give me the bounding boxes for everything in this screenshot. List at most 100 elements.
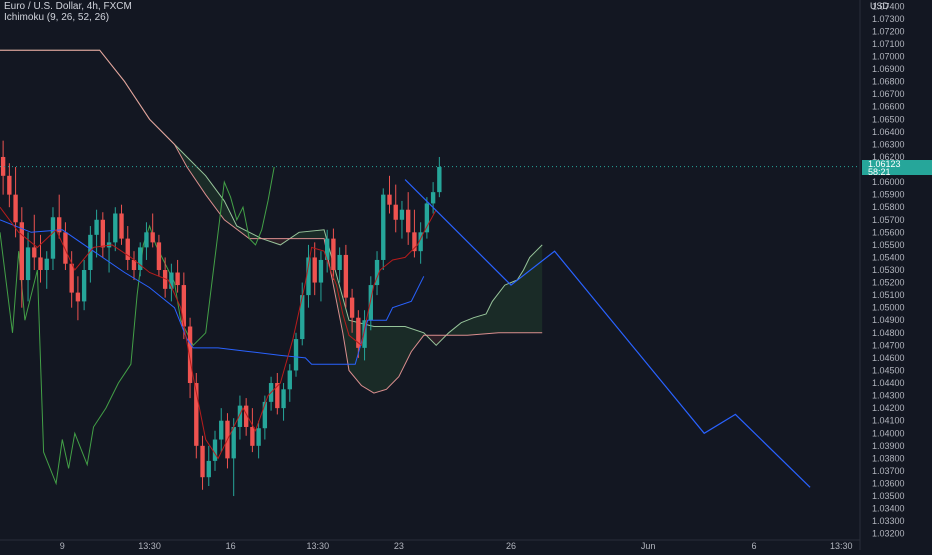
candle-body bbox=[57, 217, 62, 233]
candle-body bbox=[0, 156, 6, 176]
lagging-span bbox=[0, 166, 275, 486]
price-tick-label: 1.03400 bbox=[872, 504, 905, 514]
price-tick-label: 1.06400 bbox=[872, 127, 905, 137]
candle-body bbox=[175, 272, 180, 286]
candle-body bbox=[212, 439, 218, 461]
candle-body bbox=[19, 222, 24, 281]
candle-body bbox=[237, 405, 243, 427]
candle-body bbox=[131, 259, 137, 270]
cloud-fill-bullish bbox=[447, 244, 543, 336]
time-tick-label: 23 bbox=[394, 541, 404, 550]
candle-body bbox=[399, 209, 405, 220]
price-tick-label: 1.04600 bbox=[872, 353, 905, 363]
price-tick-label: 1.06700 bbox=[872, 89, 905, 99]
candle-body bbox=[381, 194, 386, 260]
base-line bbox=[0, 206, 437, 460]
price-tick-label: 1.06600 bbox=[872, 102, 905, 112]
symbol-title: Euro / U.S. Dollar, 4h, FXCM bbox=[4, 1, 132, 12]
price-tick-label: 1.05800 bbox=[872, 202, 905, 212]
price-tick-label: 1.06900 bbox=[872, 64, 905, 74]
candle-body bbox=[206, 460, 211, 478]
candle-body bbox=[300, 295, 305, 340]
candle-body bbox=[374, 259, 380, 286]
candle-body bbox=[250, 426, 255, 446]
time-axis: 9 13:30 16 13:30 23 26 Jun 6 13:30 bbox=[0, 539, 860, 551]
price-tick-label: 1.04400 bbox=[872, 378, 905, 388]
price-tick-label: 1.03600 bbox=[872, 478, 905, 488]
candle-body bbox=[293, 339, 299, 371]
candle-body bbox=[113, 213, 118, 243]
price-tick-label: 1.05200 bbox=[872, 278, 905, 288]
cloud-fill-bearish bbox=[263, 237, 292, 245]
price-tick-label: 1.04100 bbox=[872, 416, 905, 426]
candle-body bbox=[437, 167, 442, 193]
candle-body bbox=[393, 204, 398, 220]
candle-body bbox=[430, 192, 436, 204]
price-tick-label: 1.07100 bbox=[872, 39, 905, 49]
candle-body bbox=[25, 247, 31, 281]
candle-body bbox=[337, 254, 342, 270]
candle-body bbox=[38, 257, 43, 270]
projection-path bbox=[404, 179, 811, 488]
candle-body bbox=[125, 238, 130, 260]
price-tick-label: 1.03500 bbox=[872, 491, 905, 501]
candle-body bbox=[275, 383, 280, 409]
candle-body bbox=[162, 270, 168, 289]
candle-body bbox=[169, 272, 174, 289]
candle-body bbox=[424, 203, 430, 233]
price-tick-label: 1.04500 bbox=[872, 365, 905, 375]
time-tick-label: 13:30 bbox=[307, 541, 330, 550]
price-tick-label: 1.05400 bbox=[872, 252, 905, 262]
candle-body bbox=[63, 232, 68, 264]
candle-body bbox=[306, 257, 311, 296]
price-axis-background bbox=[860, 0, 932, 550]
price-tick-label: 1.05900 bbox=[872, 190, 905, 200]
candle-body bbox=[406, 209, 411, 233]
candle-body bbox=[50, 217, 56, 259]
time-tick-label: 26 bbox=[506, 541, 516, 550]
candle-body bbox=[243, 405, 249, 427]
candle-body bbox=[324, 238, 330, 260]
last-price-badge: 1.06123 58:21 bbox=[862, 158, 932, 177]
time-tick-label: 6 bbox=[752, 541, 757, 550]
candle-body bbox=[144, 232, 149, 248]
price-tick-label: 1.06500 bbox=[872, 114, 905, 124]
candle-body bbox=[387, 194, 392, 205]
cloud-fill-bullish bbox=[291, 229, 427, 394]
candle-body bbox=[94, 219, 99, 235]
price-tick-label: 1.06000 bbox=[872, 177, 905, 187]
bar-countdown: 58:21 bbox=[868, 166, 891, 177]
time-tick-label: 13:30 bbox=[138, 541, 161, 550]
price-tick-label: 1.05600 bbox=[872, 227, 905, 237]
candle-body bbox=[7, 175, 12, 195]
candle-body bbox=[194, 383, 199, 446]
candle-body bbox=[81, 270, 87, 302]
price-tick-label: 1.05000 bbox=[872, 303, 905, 313]
candle-body bbox=[100, 219, 106, 248]
price-tick-label: 1.05700 bbox=[872, 215, 905, 225]
candle-body bbox=[412, 232, 417, 252]
price-tick-label: 1.03900 bbox=[872, 441, 905, 451]
price-tick-label: 1.07000 bbox=[872, 52, 905, 62]
price-tick-label: 1.03700 bbox=[872, 466, 905, 476]
candle-body bbox=[343, 254, 349, 298]
candle-body bbox=[138, 247, 143, 270]
candle-body bbox=[418, 232, 423, 252]
candle-body bbox=[32, 247, 37, 258]
last-price-value: 1.06123 bbox=[868, 158, 901, 169]
price-tick-label: 1.04800 bbox=[872, 328, 905, 338]
candle-body bbox=[287, 370, 292, 390]
price-tick-label: 1.03200 bbox=[872, 529, 905, 539]
price-tick-label: 1.04900 bbox=[872, 315, 905, 325]
indicator-label[interactable]: Ichimoku (9, 26, 52, 26) bbox=[4, 12, 110, 23]
price-tick-label: 1.07300 bbox=[872, 14, 905, 24]
candle-body bbox=[119, 213, 124, 239]
candle-body bbox=[331, 238, 336, 270]
price-tick-label: 1.04200 bbox=[872, 403, 905, 413]
price-tick-label: 1.05300 bbox=[872, 265, 905, 275]
candle-body bbox=[187, 326, 193, 384]
senkou-span-a bbox=[0, 49, 543, 347]
price-tick-label: 1.03800 bbox=[872, 453, 905, 463]
